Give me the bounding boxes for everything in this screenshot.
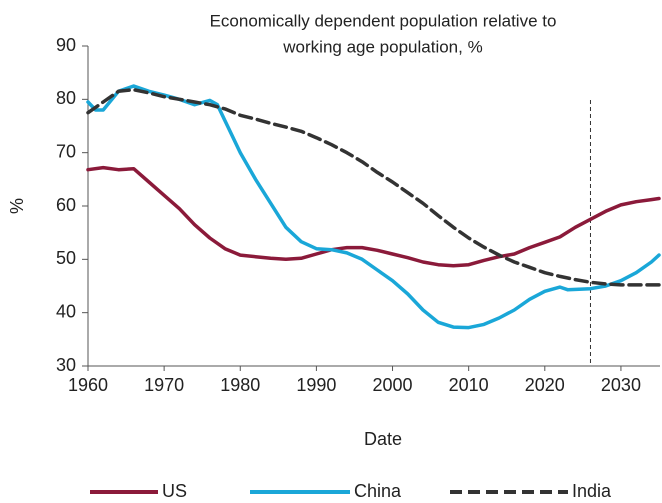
x-tick-label: 1970 xyxy=(144,375,184,395)
series-line xyxy=(86,84,661,330)
x-tick-label: 1990 xyxy=(296,375,336,395)
y-tick-label: 90 xyxy=(56,35,76,55)
x-tick-label: 1980 xyxy=(220,375,260,395)
x-tick-label: 2000 xyxy=(373,375,413,395)
legend-label: India xyxy=(572,481,612,501)
x-tick-label: 2020 xyxy=(525,375,565,395)
x-tick-label: 2030 xyxy=(601,375,641,395)
legend-label: China xyxy=(354,481,402,501)
y-tick-label: 40 xyxy=(56,301,76,321)
x-tick-label: 1960 xyxy=(68,375,108,395)
legend-label: US xyxy=(162,481,187,501)
y-tick-label: 70 xyxy=(56,141,76,161)
y-axis-label: % xyxy=(7,198,27,214)
y-tick-label: 30 xyxy=(56,355,76,375)
y-tick-label: 80 xyxy=(56,88,76,108)
series-line xyxy=(86,87,661,287)
chart-title: Economically dependent population relati… xyxy=(210,11,557,30)
x-axis-label: Date xyxy=(364,429,402,449)
y-tick-label: 60 xyxy=(56,195,76,215)
series-line xyxy=(86,165,661,268)
y-tick-label: 50 xyxy=(56,248,76,268)
chart-title: working age population, % xyxy=(282,37,482,56)
x-tick-label: 2010 xyxy=(449,375,489,395)
